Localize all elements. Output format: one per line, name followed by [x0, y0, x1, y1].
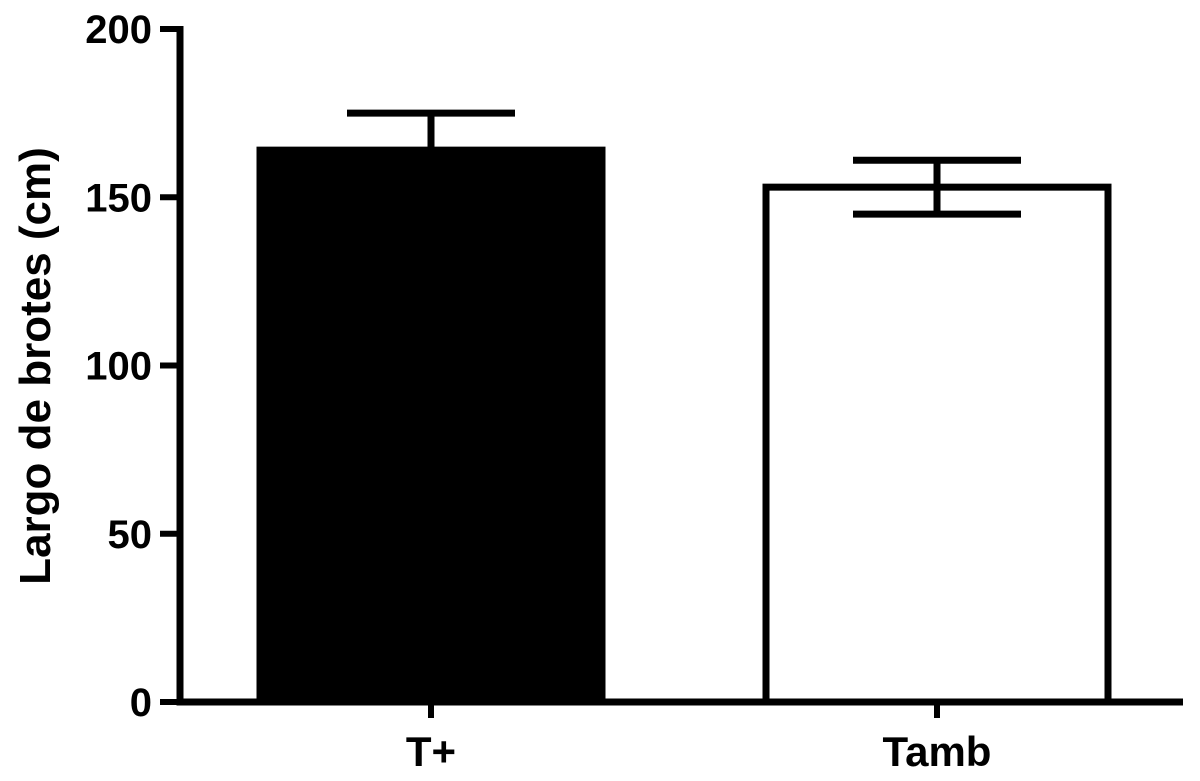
error-bars-layer: [347, 109, 1021, 218]
error-bar-tamb: [853, 156, 1021, 218]
x-tick-label-t: T+: [406, 728, 456, 775]
x-tick-label-tamb: Tamb: [883, 728, 992, 775]
x-labels-layer: T+ Tamb: [406, 702, 992, 775]
y-axis-title: Largo de brotes (cm): [11, 147, 60, 585]
bar-tamb: [762, 183, 1112, 706]
y-tick-label-200: 200: [85, 8, 152, 52]
y-tick-label-150: 150: [85, 176, 152, 220]
y-ticks-layer: 0 50 100 150 200: [85, 8, 180, 725]
y-tick-label-0: 0: [130, 681, 152, 725]
bars-layer: [256, 146, 1112, 706]
y-tick-label-50: 50: [108, 513, 153, 557]
bar-t: [256, 146, 606, 706]
error-bar-t: [347, 109, 515, 151]
y-tick-label-100: 100: [85, 345, 152, 389]
